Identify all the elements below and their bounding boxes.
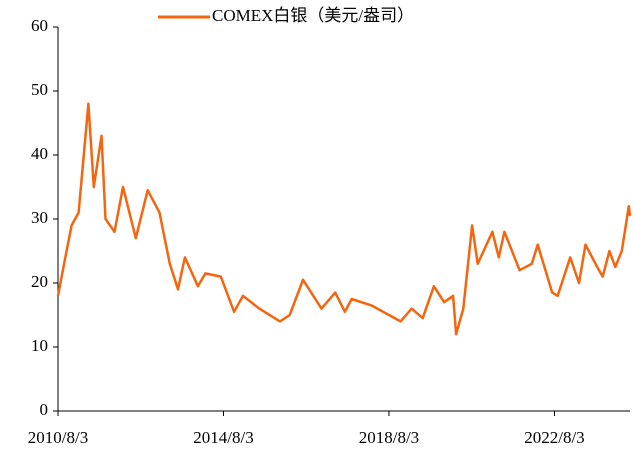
legend-label: COMEX白银（美元/盎司）: [212, 6, 414, 25]
y-tick-label: 50: [31, 80, 48, 99]
y-tick-label: 10: [31, 336, 48, 355]
x-tick-label: 2014/8/3: [193, 428, 253, 447]
x-tick-label: 2022/8/3: [524, 428, 584, 447]
y-tick-label: 60: [31, 16, 48, 35]
x-tick-label: 2010/8/3: [28, 428, 88, 447]
y-tick-label: 30: [31, 208, 48, 227]
x-tick-label: 2018/8/3: [359, 428, 419, 447]
y-tick-label: 40: [31, 144, 48, 163]
series-line: [56, 102, 632, 336]
y-tick-label: 20: [31, 272, 48, 291]
y-tick-label: 0: [40, 400, 49, 419]
